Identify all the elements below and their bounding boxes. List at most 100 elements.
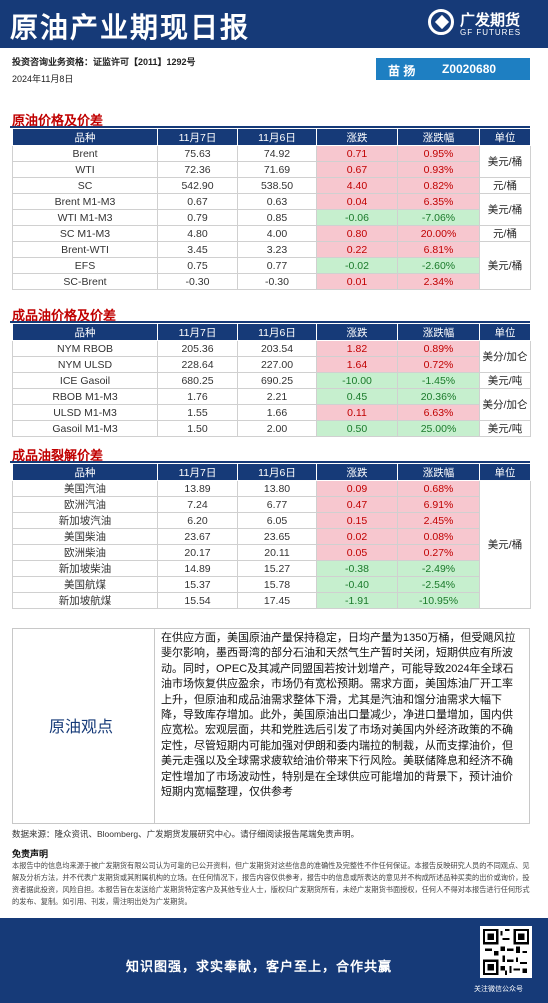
table-row: Brent 75.63 74.92 0.71 0.95% 美元/桶 bbox=[12, 145, 531, 178]
column-header: 单位 bbox=[479, 323, 531, 341]
change-cell: 0.71 bbox=[316, 145, 398, 162]
change-pct-cell: 6.81% bbox=[397, 241, 480, 258]
column-header: 品种 bbox=[12, 323, 158, 341]
value-cell: -0.30 bbox=[157, 273, 238, 290]
change-cell: 0.80 bbox=[316, 225, 398, 242]
variety-cell: SC M1-M3 bbox=[12, 225, 158, 242]
value-cell: 6.05 bbox=[237, 512, 317, 529]
value-cell: 4.00 bbox=[237, 225, 317, 242]
variety-cell: ULSD M1-M3 bbox=[12, 404, 158, 421]
products-price-table: 品种 11月7日 11月6日 涨跌 涨跌幅 单位 NYM RBOB 205.36 203.54… bbox=[12, 323, 531, 437]
report-title: 原油产业期现日报 bbox=[10, 11, 251, 44]
variety-cell: SC bbox=[12, 177, 158, 194]
section-divider bbox=[10, 461, 530, 463]
unit-cell: 美元/吨 bbox=[479, 420, 531, 437]
logo-cn: 广发期货 bbox=[460, 11, 521, 29]
table-header-row: 品种 11月7日 11月6日 涨跌 涨跌幅 单位 bbox=[12, 463, 531, 481]
value-cell: 0.85 bbox=[237, 209, 317, 226]
logo-en: GF FUTURES bbox=[460, 28, 522, 37]
value-cell: 20.17 bbox=[157, 544, 238, 561]
table-row: EFS 0.75 0.77 -0.02 -2.60% bbox=[12, 257, 531, 274]
value-cell: 2.00 bbox=[237, 420, 317, 437]
crack-spread-table: 品种 11月7日 11月6日 涨跌 涨跌幅 单位 美国汽油 13.89 13.80 0.09 0.… bbox=[12, 463, 531, 609]
table-row: 美国柴油 23.67 23.65 0.02 0.08% bbox=[12, 528, 531, 545]
table-row: SC M1-M3 4.80 4.00 0.80 20.00% 元/桶 bbox=[12, 225, 531, 242]
report-date: 2024年11月8日 bbox=[12, 74, 74, 84]
variety-cell: 新加坡航煤 bbox=[12, 592, 158, 609]
change-pct-cell: -1.45% bbox=[397, 372, 480, 389]
unit-cell: 美元/吨 bbox=[479, 372, 531, 389]
variety-cell: Brent M1-M3 bbox=[12, 193, 158, 210]
change-pct-cell: 0.72% bbox=[397, 356, 480, 373]
column-header: 11月6日 bbox=[237, 128, 317, 146]
column-header: 单位 bbox=[479, 463, 531, 481]
table-row: 新加坡航煤 15.54 17.45 -1.91 -10.95% bbox=[12, 592, 531, 609]
change-pct-cell: 0.08% bbox=[397, 528, 480, 545]
change-pct-cell: -10.95% bbox=[397, 592, 480, 609]
column-header: 11月7日 bbox=[157, 323, 238, 341]
variety-cell: EFS bbox=[12, 257, 158, 274]
change-pct-cell: 20.36% bbox=[397, 388, 480, 405]
change-cell: -10.00 bbox=[316, 372, 398, 389]
variety-cell: RBOB M1-M3 bbox=[12, 388, 158, 405]
table-header-row: 品种 11月7日 11月6日 涨跌 涨跌幅 单位 bbox=[12, 128, 531, 146]
change-cell: 0.05 bbox=[316, 544, 398, 561]
change-cell: 0.04 bbox=[316, 193, 398, 210]
value-cell: 1.66 bbox=[237, 404, 317, 421]
value-cell: 0.67 bbox=[157, 193, 238, 210]
table-row: 新加坡柴油 14.89 15.27 -0.38 -2.49% bbox=[12, 560, 531, 577]
value-cell: 6.20 bbox=[157, 512, 238, 529]
section-title-products: 成品油价格及价差 bbox=[12, 309, 117, 324]
change-pct-cell: -2.49% bbox=[397, 560, 480, 577]
value-cell: 3.45 bbox=[157, 241, 238, 258]
value-cell: 72.36 bbox=[157, 161, 238, 178]
change-pct-cell: 6.35% bbox=[397, 193, 480, 210]
change-pct-cell: -2.54% bbox=[397, 576, 480, 593]
change-cell: 0.67 bbox=[316, 161, 398, 178]
table-row: WTI 72.36 71.69 0.67 0.93% bbox=[12, 161, 531, 178]
value-cell: 205.36 bbox=[157, 340, 238, 357]
value-cell: 690.25 bbox=[237, 372, 317, 389]
unit-cell: 美元/桶 bbox=[479, 480, 531, 609]
column-header: 涨跌幅 bbox=[397, 323, 480, 341]
value-cell: 15.78 bbox=[237, 576, 317, 593]
value-cell: 15.37 bbox=[157, 576, 238, 593]
license-text: 投资咨询业务资格：证监许可【2011】1292号 bbox=[12, 57, 196, 67]
change-cell: -0.02 bbox=[316, 257, 398, 274]
value-cell: 2.21 bbox=[237, 388, 317, 405]
variety-cell: 欧洲汽油 bbox=[12, 496, 158, 513]
value-cell: 23.67 bbox=[157, 528, 238, 545]
value-cell: 7.24 bbox=[157, 496, 238, 513]
table-row: Brent-WTI 3.45 3.23 0.22 6.81% 美元/桶 bbox=[12, 241, 531, 290]
variety-cell: NYM ULSD bbox=[12, 356, 158, 373]
qr-code-icon[interactable] bbox=[480, 926, 532, 978]
variety-cell: SC-Brent bbox=[12, 273, 158, 290]
change-pct-cell: 0.89% bbox=[397, 340, 480, 357]
column-header: 涨跌 bbox=[316, 128, 398, 146]
value-cell: 0.63 bbox=[237, 193, 317, 210]
table-row: RBOB M1-M3 1.76 2.21 0.45 20.36% 美分/加仑 bbox=[12, 388, 531, 421]
table-row: Brent M1-M3 0.67 0.63 0.04 6.35% 美元/桶 bbox=[12, 193, 531, 226]
change-cell: 0.47 bbox=[316, 496, 398, 513]
change-pct-cell: 6.91% bbox=[397, 496, 480, 513]
value-cell: 4.80 bbox=[157, 225, 238, 242]
change-pct-cell: 0.68% bbox=[397, 480, 480, 497]
change-cell: 0.01 bbox=[316, 273, 398, 290]
column-header: 涨跌 bbox=[316, 463, 398, 481]
crude-view-box: 原油观点 在供应方面，美国原油产量保持稳定，日均产量为1350万桶，但受飓风拉斐… bbox=[12, 628, 530, 824]
value-cell: 15.27 bbox=[237, 560, 317, 577]
unit-cell: 美元/桶 bbox=[479, 193, 531, 226]
table-row: ULSD M1-M3 1.55 1.66 0.11 6.63% bbox=[12, 404, 531, 421]
table-row: NYM ULSD 228.64 227.00 1.64 0.72% bbox=[12, 356, 531, 373]
value-cell: 203.54 bbox=[237, 340, 317, 357]
value-cell: -0.30 bbox=[237, 273, 317, 290]
value-cell: 23.65 bbox=[237, 528, 317, 545]
value-cell: 13.89 bbox=[157, 480, 238, 497]
change-pct-cell: 6.63% bbox=[397, 404, 480, 421]
change-pct-cell: 0.95% bbox=[397, 145, 480, 162]
variety-cell: WTI bbox=[12, 161, 158, 178]
unit-cell: 美分/加仑 bbox=[479, 388, 531, 421]
column-header: 单位 bbox=[479, 128, 531, 146]
variety-cell: NYM RBOB bbox=[12, 340, 158, 357]
section-title-crude: 原油价格及价差 bbox=[12, 114, 104, 129]
